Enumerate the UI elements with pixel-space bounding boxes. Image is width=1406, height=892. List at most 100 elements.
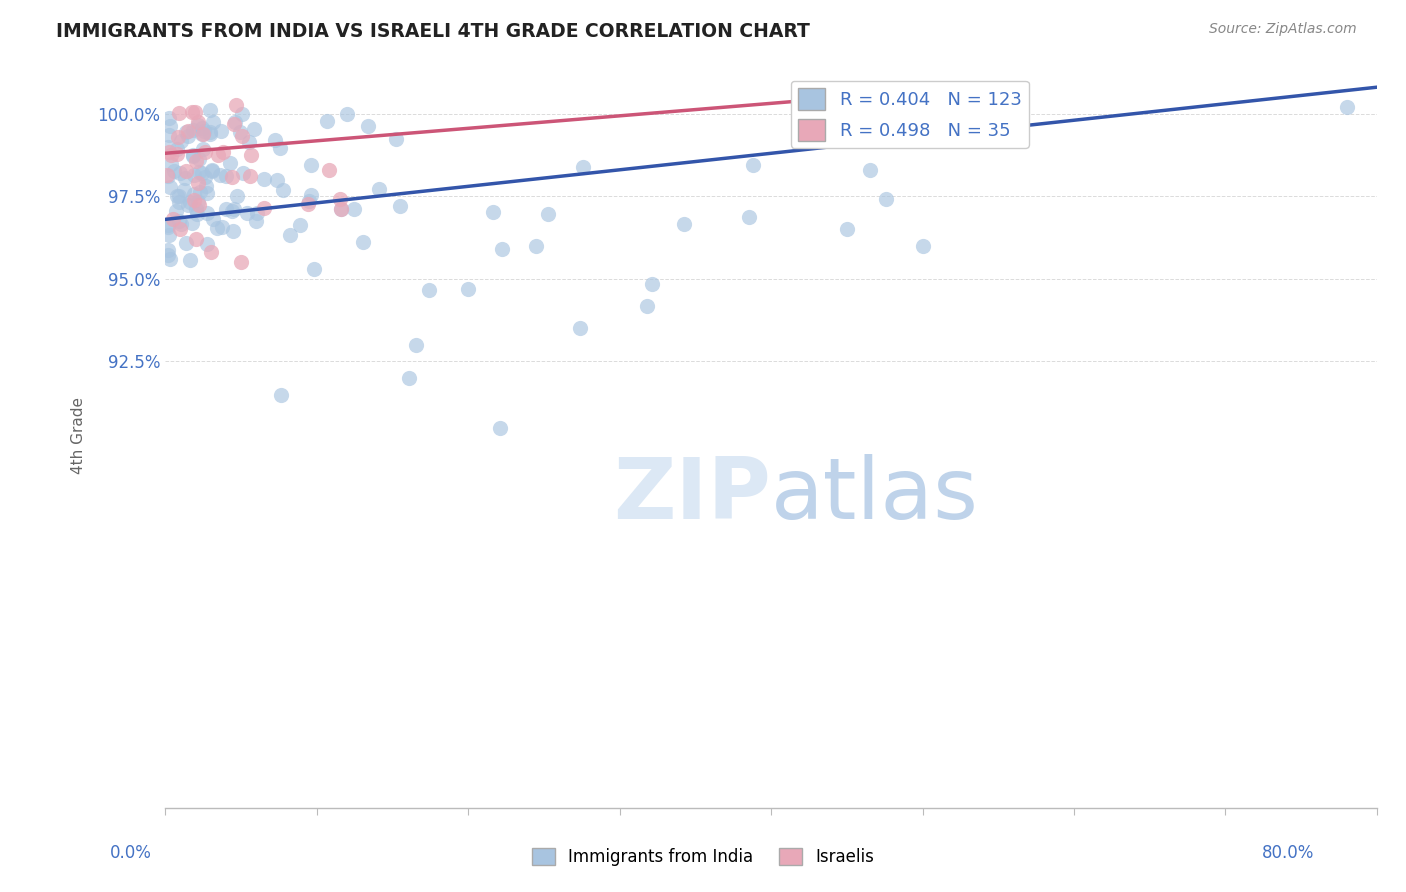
Point (157, 128, 180, 142)
Point (673, 217, 696, 231)
Point (299, 188, 322, 202)
Point (299, 158, 322, 172)
Point (166, 142, 188, 156)
Point (174, 236, 197, 251)
Text: 80.0%: 80.0% (1263, 844, 1315, 862)
Point (368, 182, 391, 196)
Point (239, 147, 262, 161)
Point (352, 235, 374, 249)
Point (200, 103, 222, 117)
Point (166, 188, 188, 202)
Point (187, 115, 209, 129)
Point (224, 202, 246, 216)
Text: atlas: atlas (770, 454, 979, 537)
Point (253, 202, 276, 216)
Point (214, 169, 236, 184)
Point (157, 248, 180, 262)
Point (636, 299, 658, 313)
Point (184, 154, 207, 169)
Point (162, 212, 184, 227)
Point (157, 220, 180, 235)
Point (222, 117, 245, 131)
Point (524, 239, 547, 253)
Point (181, 149, 204, 163)
Point (160, 148, 183, 162)
Point (157, 111, 180, 125)
Point (253, 171, 276, 186)
Point (165, 203, 187, 218)
Point (157, 244, 180, 258)
Point (190, 127, 212, 141)
Point (297, 197, 319, 211)
Point (224, 115, 246, 129)
Point (188, 185, 211, 199)
Point (193, 169, 215, 184)
Point (186, 206, 208, 220)
Point (388, 199, 411, 213)
Point (198, 125, 221, 139)
Point (190, 166, 212, 180)
Point (193, 142, 215, 156)
Point (222, 224, 245, 238)
Legend: R = 0.404   N = 123, R = 0.498   N = 35: R = 0.404 N = 123, R = 0.498 N = 35 (790, 80, 1029, 148)
Point (457, 282, 479, 296)
Point (481, 205, 503, 219)
Point (181, 148, 204, 162)
Point (200, 245, 222, 260)
Point (184, 105, 207, 120)
Y-axis label: 4th Grade: 4th Grade (72, 397, 86, 475)
Point (246, 206, 269, 220)
Point (405, 338, 427, 352)
Point (418, 283, 440, 297)
Point (336, 107, 359, 121)
Point (225, 98, 247, 112)
Point (167, 188, 190, 202)
Point (742, 158, 765, 172)
Point (219, 156, 242, 170)
Point (183, 187, 205, 202)
Point (191, 120, 214, 135)
Point (266, 173, 288, 187)
Point (911, 239, 934, 253)
Point (170, 134, 193, 148)
Point (398, 371, 420, 385)
Point (193, 123, 215, 137)
Point (243, 121, 266, 136)
Point (226, 188, 249, 202)
Point (170, 217, 193, 231)
Point (184, 202, 207, 217)
Point (232, 166, 254, 180)
Point (357, 119, 380, 133)
Point (183, 123, 205, 137)
Point (159, 252, 181, 267)
Point (183, 194, 205, 208)
Point (169, 166, 191, 180)
Point (1336, 100, 1358, 114)
Point (188, 165, 211, 179)
Point (167, 214, 190, 228)
Text: IMMIGRANTS FROM INDIA VS ISRAELI 4TH GRADE CORRELATION CHART: IMMIGRANTS FROM INDIA VS ISRAELI 4TH GRA… (56, 22, 810, 41)
Point (491, 242, 513, 256)
Point (537, 207, 560, 221)
Point (176, 198, 198, 212)
Point (184, 232, 207, 246)
Point (169, 106, 191, 120)
Point (572, 160, 595, 174)
Point (208, 169, 231, 183)
Point (157, 227, 180, 242)
Point (193, 145, 215, 160)
Point (316, 113, 339, 128)
Point (188, 198, 211, 212)
Point (187, 176, 209, 190)
Point (177, 124, 200, 138)
Point (169, 222, 191, 236)
Point (174, 164, 197, 178)
Point (239, 169, 262, 183)
Point (173, 183, 195, 197)
Point (318, 162, 340, 177)
Point (737, 211, 759, 225)
Point (191, 128, 214, 142)
Point (201, 162, 224, 177)
Point (270, 387, 292, 401)
Point (159, 120, 181, 134)
